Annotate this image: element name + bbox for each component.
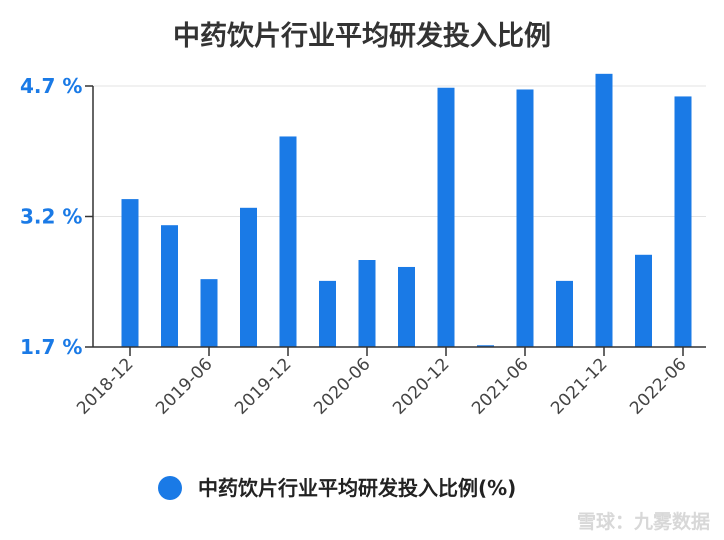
bar [595,73,613,347]
bar [240,207,257,347]
bar [477,345,494,347]
x-tick-label: 2019-12 [231,354,295,418]
bar [279,136,297,347]
legend-marker [158,476,182,500]
x-tick-label: 2019-06 [152,354,216,418]
bar [398,266,415,347]
bar [556,280,573,347]
bar [516,89,534,347]
grid [93,85,706,217]
x-tick-label: 2018-12 [73,354,137,418]
bar [635,254,652,347]
y-tick-label: 1.7 % [20,335,82,359]
bar [437,87,455,348]
legend: 中药饮片行业平均研发投入比例(%) [158,476,516,500]
y-axis-ticks: 1.7 % 3.2 % 4.7 % [20,74,93,359]
bars [121,73,692,348]
x-tick-label: 2021-12 [547,354,611,418]
legend-label: 中药饮片行业平均研发投入比例(%) [198,476,516,500]
x-axis-ticks: 2018-12 2019-06 2019-12 2020-06 2020-12 2021-… [73,347,691,419]
bar [161,225,178,347]
bar [674,96,692,347]
bar [358,260,376,347]
bar [200,279,218,347]
x-tick-label: 2020-06 [310,354,374,418]
bar [121,199,139,347]
watermark: 雪球：九雾数据 [577,510,710,533]
y-tick-label: 4.7 % [20,74,82,98]
bar [319,280,336,347]
x-tick-label: 2021-06 [468,354,532,418]
chart-title: 中药饮片行业平均研发投入比例 [173,20,551,52]
y-tick-label: 3.2 % [20,205,82,229]
x-tick-label: 2022-06 [626,354,690,418]
x-tick-label: 2020-12 [389,354,453,418]
